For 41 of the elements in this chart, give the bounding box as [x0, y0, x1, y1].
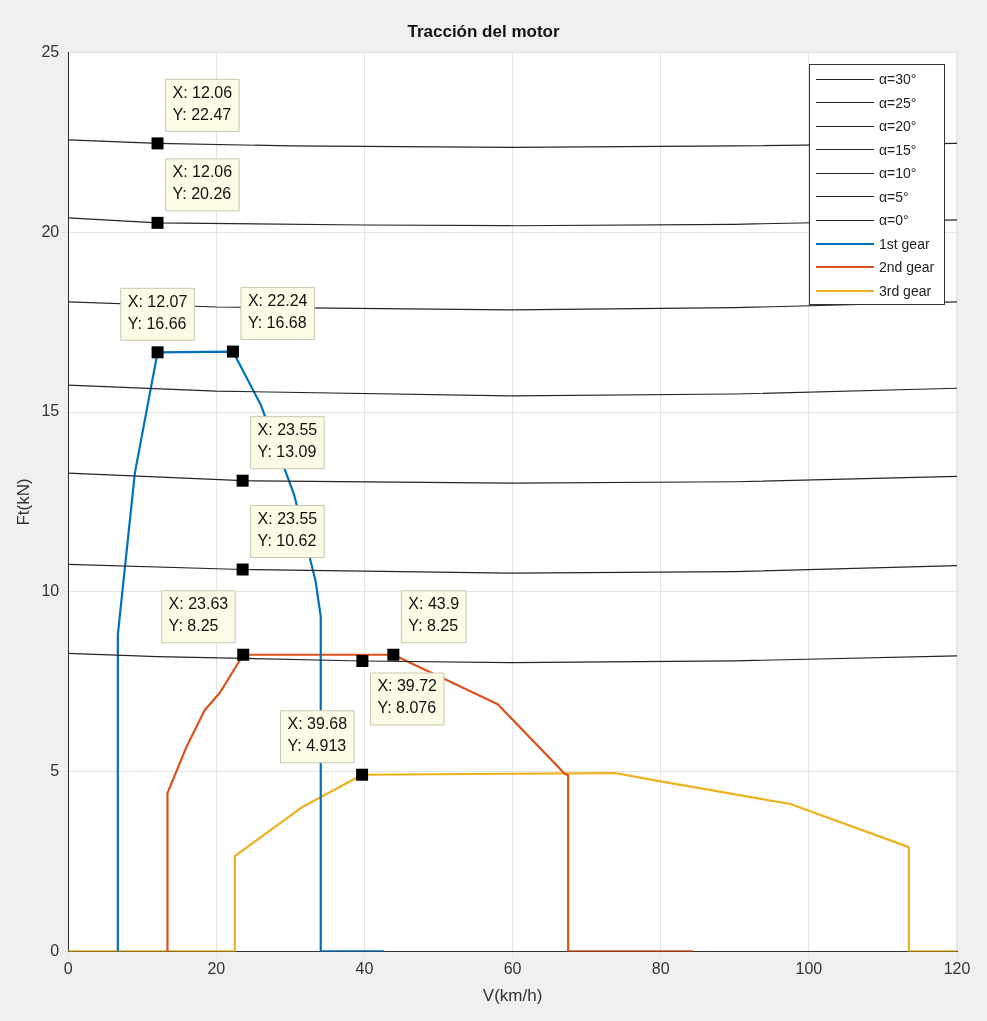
legend-label: α=15°	[879, 141, 917, 158]
legend-label: 2nd gear	[879, 259, 935, 276]
annotation: X: 23.55 Y: 13.09	[257, 421, 318, 461]
y-tick-label: 25	[41, 42, 60, 60]
annotation: X: 12.06 Y: 20.26	[172, 163, 233, 203]
y-tick-label: 20	[41, 222, 60, 240]
y-tick-label: 15	[41, 402, 60, 420]
x-tick-label: 120	[943, 960, 971, 978]
annotation: X: 12.07 Y: 16.66	[127, 292, 188, 332]
annotation: X: 39.72 Y: 8.076	[377, 677, 438, 717]
y-tick-label: 10	[41, 582, 60, 600]
x-tick-label: 40	[355, 960, 374, 978]
annotation: X: 39.68 Y: 4.913	[287, 715, 348, 755]
annotation: X: 43.9 Y: 8.25	[408, 595, 460, 635]
x-tick-label: 100	[795, 960, 823, 978]
x-tick-label: 0	[63, 960, 73, 978]
point	[151, 137, 164, 150]
point	[356, 654, 369, 667]
annotation: X: 23.55 Y: 10.62	[257, 509, 318, 549]
annotation: X: 22.24 Y: 16.68	[247, 291, 308, 331]
x-axis-title: V(km/h)	[482, 986, 543, 1006]
x-tick-label: 60	[503, 960, 522, 978]
legend-label: α=30°	[879, 71, 917, 88]
legend-label: 3rd gear	[879, 282, 932, 299]
point	[236, 474, 249, 487]
legend-label: α=5°	[879, 188, 909, 205]
point	[236, 563, 249, 576]
legend-label: 1st gear	[879, 235, 930, 252]
annotation: X: 12.06 Y: 22.47	[172, 83, 233, 123]
point	[151, 216, 164, 229]
x-tick-label: 20	[207, 960, 226, 978]
y-tick-label: 0	[50, 941, 60, 959]
legend-label: α=25°	[879, 94, 917, 111]
x-tick-label: 80	[651, 960, 670, 978]
legend-label: α=20°	[879, 118, 917, 135]
legend-label: α=0°	[879, 212, 909, 229]
annotation: X: 23.63 Y: 8.25	[168, 595, 229, 635]
y-axis-title: Ft(kN)	[13, 478, 33, 526]
chart-title: Tracción del motor	[407, 21, 560, 41]
legend-label: α=10°	[879, 165, 917, 182]
y-tick-label: 5	[50, 762, 60, 780]
